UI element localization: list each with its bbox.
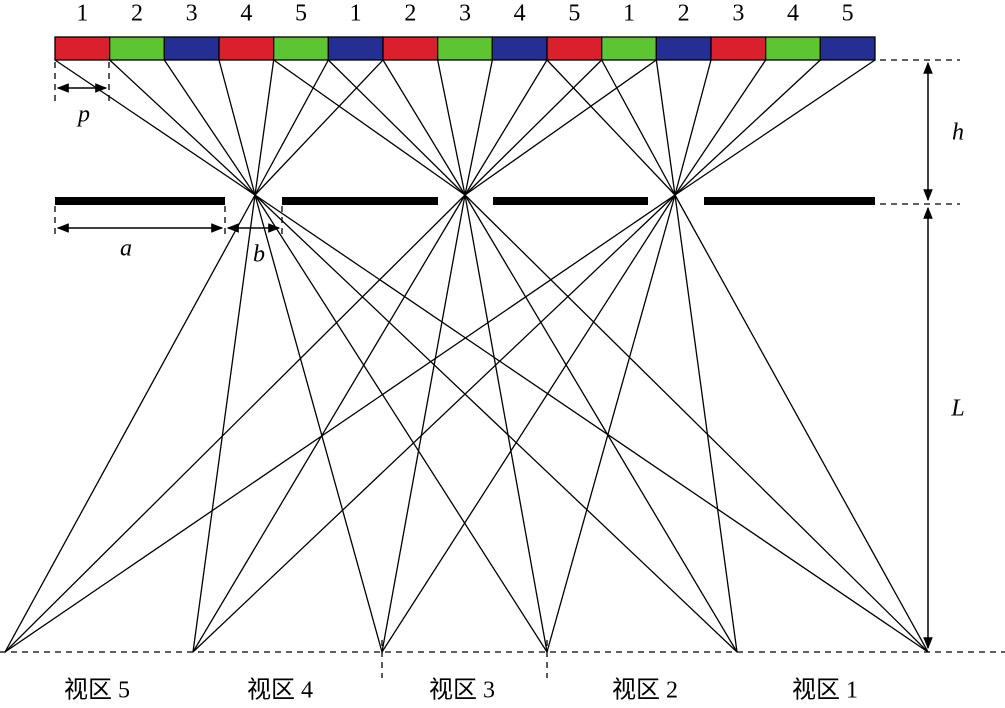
pixel-cell (491, 36, 548, 61)
h-label: h (952, 120, 964, 146)
pixel-cell (327, 36, 384, 61)
ray (674, 59, 876, 196)
ray (464, 194, 738, 653)
b-label: b (253, 242, 265, 268)
L-label: L (950, 396, 964, 422)
ray (464, 59, 657, 196)
pixel-label: 3 (186, 1, 198, 27)
ray (218, 59, 256, 196)
dimension-lines (0, 59, 1005, 678)
pixel-label: 3 (732, 1, 744, 27)
pixel-strip (54, 36, 876, 61)
pixel-label: 5 (295, 1, 307, 27)
pixel-cell (54, 36, 111, 61)
ray (546, 59, 676, 196)
view-zone-label: 视区 1 (792, 677, 858, 704)
pixel-label: 5 (568, 1, 580, 27)
ray (254, 59, 275, 196)
pixel-label: 2 (131, 1, 143, 27)
ray (674, 194, 738, 653)
ray (192, 194, 676, 653)
ray (254, 194, 383, 653)
pixel-label: 1 (76, 1, 88, 27)
ray (674, 59, 712, 196)
ray (674, 194, 929, 653)
ray (655, 59, 676, 196)
ray (273, 59, 466, 196)
ray (674, 59, 821, 196)
pixel-cell (382, 36, 439, 61)
pixel-label: 1 (623, 1, 635, 27)
ray (254, 194, 929, 653)
pixel-cell (109, 36, 165, 61)
pixel-cell (546, 36, 603, 61)
ray (464, 194, 929, 653)
ray (464, 59, 493, 196)
pixel-label: 4 (514, 1, 526, 27)
pixel-label: 2 (404, 1, 416, 27)
pixel-label: 2 (678, 1, 690, 27)
ray (4, 194, 256, 653)
ray (381, 194, 466, 653)
pixel-cell (437, 36, 493, 61)
pixel-cell (601, 36, 657, 61)
ray (464, 59, 603, 196)
p-label: p (76, 102, 90, 128)
pixel-cell (655, 36, 712, 61)
ray (109, 59, 256, 196)
view-zone-label: 视区 4 (247, 677, 313, 704)
ray (674, 59, 767, 196)
pixel-cell (273, 36, 329, 61)
ray (192, 194, 466, 653)
view-zone-label: 视区 2 (612, 677, 678, 704)
ray (54, 59, 256, 196)
ray (437, 59, 466, 196)
pixel-cell (218, 36, 275, 61)
ray (382, 59, 466, 196)
view-zone-label: 视区 5 (64, 677, 130, 704)
ray (163, 59, 256, 196)
pixel-cell (765, 36, 821, 61)
ray (4, 194, 466, 653)
pixel-label: 4 (787, 1, 799, 27)
ray (327, 59, 466, 196)
ray (254, 59, 384, 196)
view-zone-label: 视区 3 (429, 677, 495, 704)
ray (546, 194, 676, 653)
ray (254, 59, 329, 196)
pixel-cell (163, 36, 220, 61)
ray (254, 194, 548, 653)
pixel-label: 4 (240, 1, 252, 27)
pixel-label: 1 (350, 1, 362, 27)
ray (192, 194, 256, 653)
pixel-label: 3 (459, 1, 471, 27)
ray (464, 194, 548, 653)
ray (381, 194, 676, 653)
ray (601, 59, 676, 196)
pixel-label: 5 (842, 1, 854, 27)
ray (254, 194, 738, 653)
rays (4, 59, 929, 653)
pixel-cell (710, 36, 767, 61)
a-label: a (120, 236, 132, 262)
pixel-cell (819, 36, 876, 61)
ray (464, 59, 548, 196)
ray (4, 194, 676, 653)
